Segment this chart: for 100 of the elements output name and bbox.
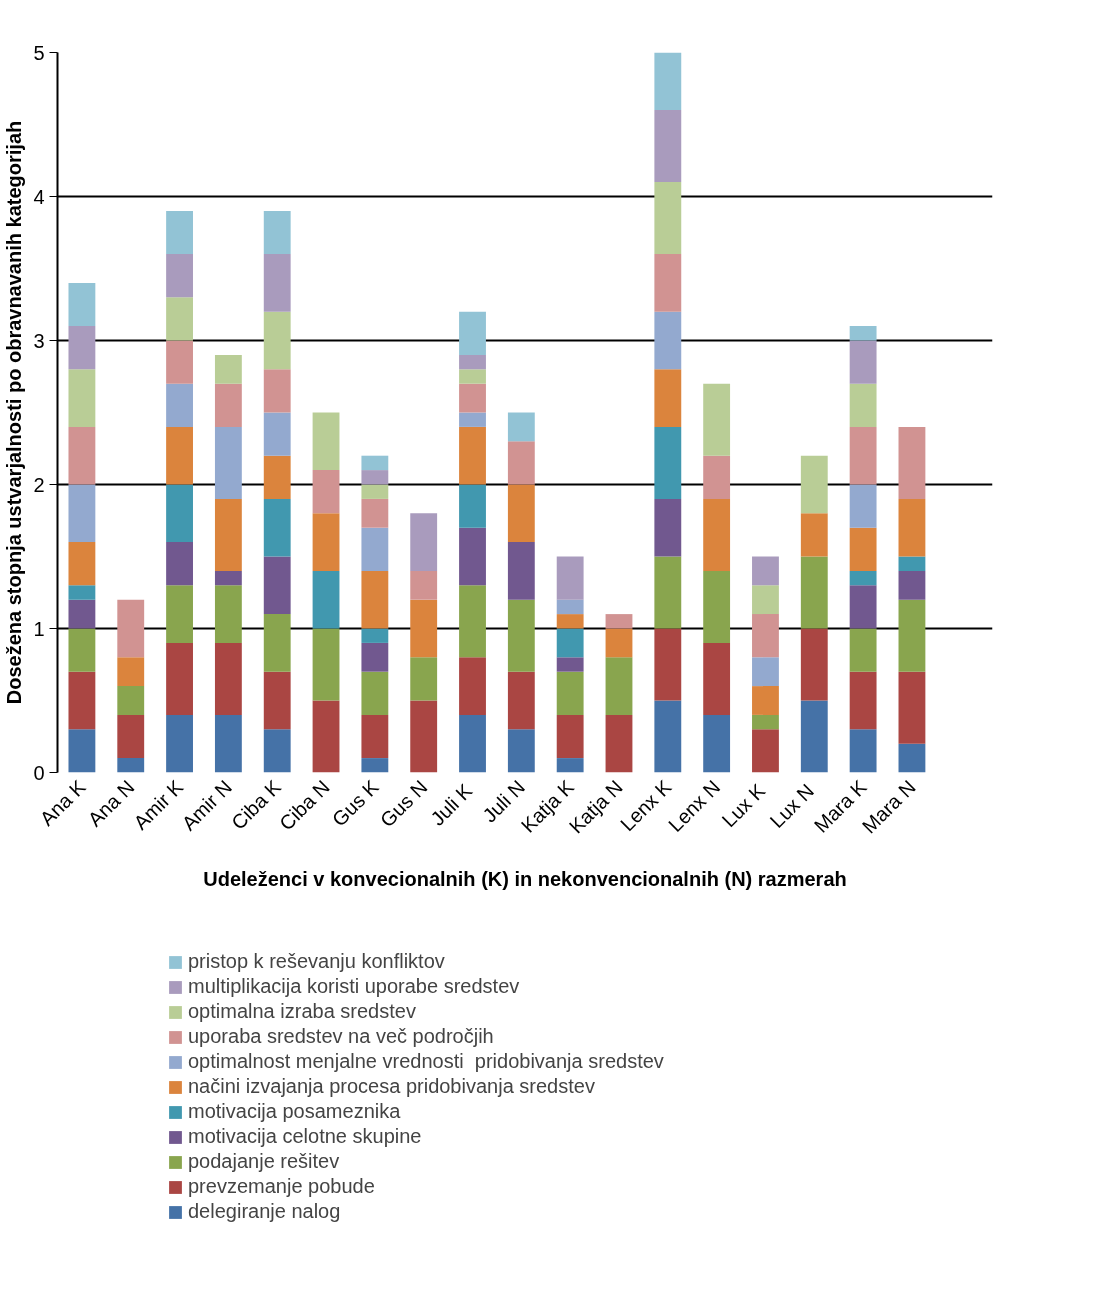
bar — [459, 354, 486, 370]
legend-label: pristop k reševanju konfliktov — [188, 950, 445, 973]
bar — [703, 383, 731, 456]
bar — [459, 657, 486, 715]
bar — [654, 182, 682, 255]
bar — [605, 657, 633, 715]
bar — [752, 585, 779, 615]
bar — [654, 628, 682, 701]
bar — [849, 426, 877, 485]
y-axis-title: Dosežena stopnja ustvarjalnosti po obravnavanih kategorijah — [3, 120, 26, 705]
bar — [166, 254, 193, 298]
bar — [703, 570, 731, 643]
bar — [263, 729, 291, 773]
bar — [166, 542, 193, 586]
bar — [507, 441, 535, 485]
bar — [459, 412, 486, 427]
x-axis-title: Udeleženci v konvecionalnih (K) in nekonvencionalnih (N) razmerah — [203, 868, 847, 891]
bar — [703, 642, 731, 715]
bar — [117, 686, 145, 715]
bar — [605, 614, 633, 629]
bar — [800, 556, 828, 629]
bar — [410, 570, 438, 600]
bar — [752, 657, 779, 687]
legend-label: podajanje rešitev — [188, 1150, 340, 1173]
bar — [849, 340, 877, 384]
bar — [459, 311, 486, 355]
bar — [68, 542, 96, 586]
y-tick-label: 1 — [33, 617, 45, 640]
legend-label: načini izvajanja procesa pridobivanja sredstev — [188, 1075, 595, 1098]
bar — [459, 426, 486, 485]
legend-label: uporaba sredstev na več področjih — [188, 1025, 494, 1048]
bar — [849, 383, 877, 427]
legend-label: motivacija celotne skupine — [188, 1125, 422, 1148]
bar — [263, 311, 291, 370]
bar — [800, 628, 828, 701]
bar — [166, 585, 193, 643]
bar — [459, 714, 486, 773]
bar — [654, 426, 682, 499]
legend-label: optimalna izraba sredstev — [188, 1000, 416, 1023]
y-tick-label: 3 — [33, 329, 45, 352]
bar — [849, 484, 877, 528]
bar — [459, 383, 486, 413]
bar — [263, 498, 291, 557]
bar — [556, 599, 584, 615]
bar — [214, 642, 242, 715]
bar — [166, 484, 193, 543]
bar — [68, 628, 96, 672]
bar — [312, 700, 340, 773]
bar — [361, 498, 389, 528]
bar — [361, 570, 389, 629]
bar — [410, 700, 438, 773]
bar — [166, 297, 193, 341]
y-tick-label: 0 — [33, 761, 45, 784]
bar — [263, 556, 291, 615]
bar — [654, 700, 682, 773]
bar — [214, 714, 242, 773]
bar — [654, 52, 682, 111]
bar — [68, 426, 96, 485]
bar — [507, 599, 535, 672]
bar — [898, 570, 926, 600]
bar — [507, 484, 535, 543]
bar — [68, 671, 96, 730]
bar — [800, 700, 828, 773]
bar — [459, 585, 486, 658]
bar — [214, 498, 242, 571]
bar — [703, 714, 731, 773]
bar — [800, 455, 828, 514]
bar — [68, 369, 96, 427]
bar — [752, 729, 779, 773]
bar — [654, 369, 682, 427]
bar — [654, 498, 682, 557]
bar — [459, 527, 486, 586]
bar — [800, 513, 828, 557]
bar — [68, 585, 96, 600]
bar — [898, 743, 926, 773]
bar — [507, 671, 535, 730]
bar — [117, 599, 145, 658]
bar — [898, 426, 926, 499]
bar — [849, 628, 877, 672]
bar — [898, 671, 926, 744]
bar — [410, 513, 438, 571]
bar — [166, 642, 193, 715]
bar — [752, 556, 779, 586]
bar — [703, 498, 731, 571]
bar — [752, 614, 779, 658]
bar — [214, 354, 242, 384]
bar — [361, 671, 389, 715]
bar — [605, 714, 633, 773]
bar — [849, 326, 877, 341]
bar — [556, 556, 584, 600]
bar — [849, 585, 877, 629]
bar — [849, 570, 877, 586]
y-tick-label: 5 — [33, 41, 45, 64]
bar — [507, 729, 535, 773]
bar — [752, 714, 779, 730]
bar — [556, 671, 584, 715]
bar — [361, 714, 389, 759]
bar — [849, 671, 877, 730]
bar — [898, 498, 926, 557]
bar — [361, 484, 389, 499]
